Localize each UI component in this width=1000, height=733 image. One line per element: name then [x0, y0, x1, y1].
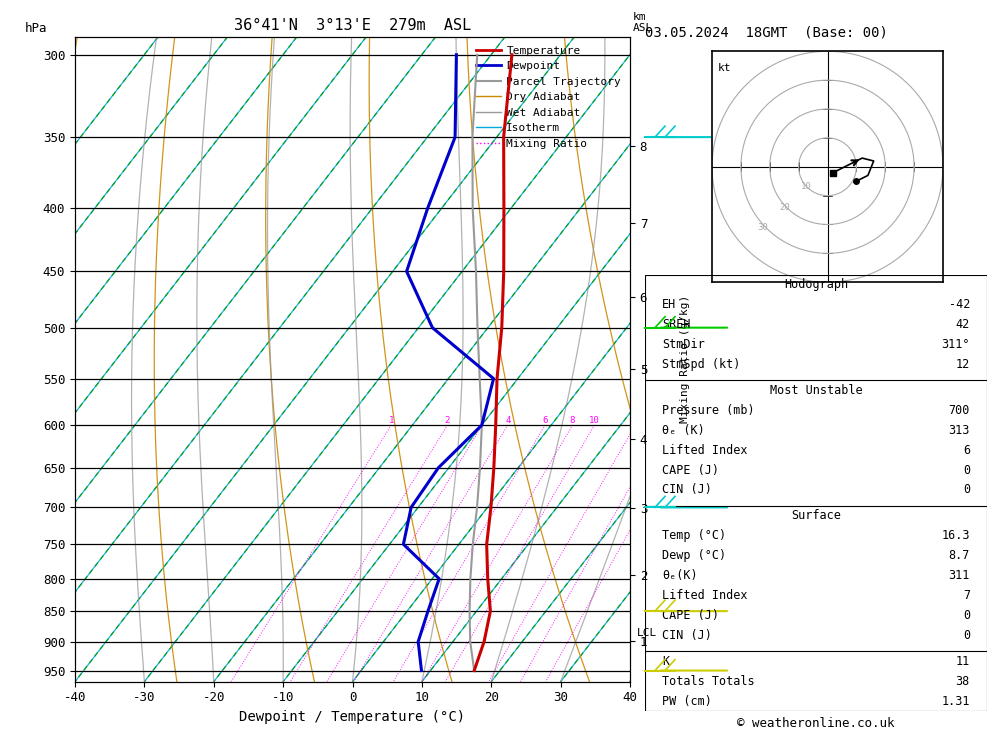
Text: Totals Totals: Totals Totals — [662, 674, 755, 688]
Text: CIN (J): CIN (J) — [662, 484, 712, 496]
Text: hPa: hPa — [25, 23, 48, 35]
Text: 38: 38 — [956, 674, 970, 688]
Text: 313: 313 — [949, 424, 970, 437]
Text: 11: 11 — [956, 655, 970, 668]
Text: 0: 0 — [963, 609, 970, 622]
Text: 10: 10 — [589, 416, 600, 425]
Text: EH: EH — [662, 298, 676, 312]
Text: km
ASL: km ASL — [633, 12, 653, 34]
Text: 1: 1 — [389, 416, 394, 425]
Legend: Temperature, Dewpoint, Parcel Trajectory, Dry Adiabat, Wet Adiabat, Isotherm, Mi: Temperature, Dewpoint, Parcel Trajectory… — [473, 43, 624, 152]
Text: © weatheronline.co.uk: © weatheronline.co.uk — [737, 717, 895, 730]
Text: CIN (J): CIN (J) — [662, 629, 712, 642]
Text: 0: 0 — [963, 484, 970, 496]
Text: 0: 0 — [963, 629, 970, 642]
Text: Most Unstable: Most Unstable — [770, 384, 862, 397]
Text: 10: 10 — [800, 183, 811, 191]
Text: Surface: Surface — [791, 509, 841, 523]
Text: Temp (°C): Temp (°C) — [662, 529, 726, 542]
Text: Pressure (mb): Pressure (mb) — [662, 404, 755, 417]
Text: 700: 700 — [949, 404, 970, 417]
Text: StmSpd (kt): StmSpd (kt) — [662, 358, 740, 371]
Text: CAPE (J): CAPE (J) — [662, 609, 719, 622]
Text: SREH: SREH — [662, 318, 691, 331]
Text: Hodograph: Hodograph — [784, 279, 848, 291]
Text: 0: 0 — [963, 463, 970, 476]
Text: 03.05.2024  18GMT  (Base: 00): 03.05.2024 18GMT (Base: 00) — [645, 26, 888, 40]
Text: 4: 4 — [505, 416, 510, 425]
Text: 2: 2 — [445, 416, 450, 425]
Text: K: K — [662, 655, 669, 668]
Text: 7: 7 — [963, 589, 970, 602]
Text: 311°: 311° — [941, 338, 970, 351]
Text: CAPE (J): CAPE (J) — [662, 463, 719, 476]
Text: Dewp (°C): Dewp (°C) — [662, 549, 726, 562]
Text: 1.31: 1.31 — [941, 695, 970, 707]
Text: 20: 20 — [779, 202, 790, 212]
Text: 12: 12 — [956, 358, 970, 371]
Text: θₑ(K): θₑ(K) — [662, 569, 698, 582]
Text: LCL: LCL — [637, 627, 657, 638]
Text: kt: kt — [718, 63, 731, 73]
Text: 311: 311 — [949, 569, 970, 582]
Text: θₑ (K): θₑ (K) — [662, 424, 705, 437]
Text: Lifted Index: Lifted Index — [662, 589, 748, 602]
Text: 8.7: 8.7 — [949, 549, 970, 562]
Text: 6: 6 — [542, 416, 548, 425]
Text: 42: 42 — [956, 318, 970, 331]
Title: 36°41'N  3°13'E  279m  ASL: 36°41'N 3°13'E 279m ASL — [234, 18, 471, 33]
Text: PW (cm): PW (cm) — [662, 695, 712, 707]
Text: 8: 8 — [570, 416, 575, 425]
X-axis label: Dewpoint / Temperature (°C): Dewpoint / Temperature (°C) — [239, 710, 466, 724]
Text: -42: -42 — [949, 298, 970, 312]
Text: Mixing Ratio (g/kg): Mixing Ratio (g/kg) — [680, 295, 690, 423]
Text: 30: 30 — [757, 223, 768, 232]
Text: StmDir: StmDir — [662, 338, 705, 351]
Text: 16.3: 16.3 — [941, 529, 970, 542]
Text: 3: 3 — [480, 416, 485, 425]
Text: 6: 6 — [963, 443, 970, 457]
Text: Lifted Index: Lifted Index — [662, 443, 748, 457]
